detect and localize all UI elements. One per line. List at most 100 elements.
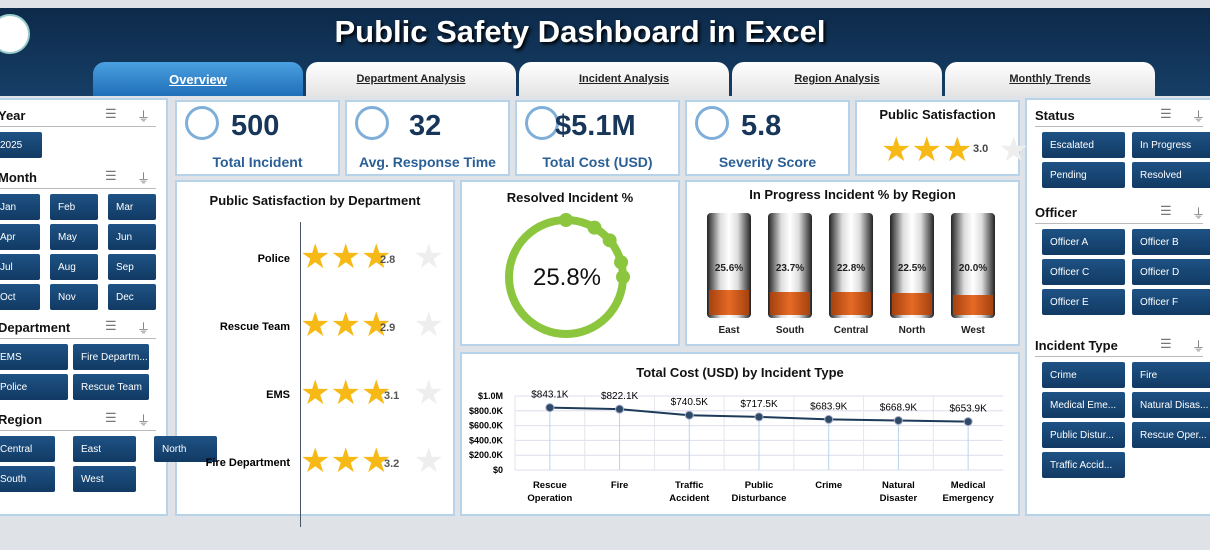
data-point bbox=[893, 416, 903, 426]
tab-overview[interactable]: Overview bbox=[93, 62, 303, 96]
x-tick-label: Rescue Operation bbox=[527, 480, 572, 504]
slicer-item-month[interactable]: Apr bbox=[0, 224, 40, 250]
page-title: Public Safety Dashboard in Excel bbox=[334, 14, 826, 49]
category-label: Rescue Team bbox=[219, 321, 290, 333]
slicer-item-incident_type[interactable]: Crime bbox=[1042, 362, 1125, 388]
slicer-item-month[interactable]: Mar bbox=[108, 194, 156, 220]
progress-marker bbox=[602, 233, 617, 248]
slicer-title-year: Year bbox=[0, 108, 26, 123]
data-label: 3.2 bbox=[384, 458, 400, 470]
kpi-value: 32 bbox=[409, 110, 442, 142]
tab-monthly-trends[interactable]: Monthly Trends bbox=[945, 62, 1155, 96]
data-label: $843.1K bbox=[531, 390, 569, 401]
data-point bbox=[545, 403, 555, 413]
slicer-item-officer[interactable]: Officer B bbox=[1132, 229, 1210, 255]
divider bbox=[0, 430, 156, 431]
slicer-item-month[interactable]: Sep bbox=[108, 254, 156, 280]
clear-filter-icon[interactable]: ⏚ bbox=[137, 321, 151, 336]
slicer-item-incident_type[interactable]: Public Distur... bbox=[1042, 422, 1125, 448]
slicer-item-department[interactable]: Fire Departm... bbox=[73, 344, 149, 370]
slicer-item-incident_type[interactable]: Rescue Oper... bbox=[1132, 422, 1210, 448]
slicer-title-status: Status bbox=[1035, 108, 1075, 123]
bar-container bbox=[890, 213, 934, 318]
kpi-value: 500 bbox=[231, 110, 280, 142]
data-label: 25.6% bbox=[714, 263, 744, 274]
slicer-item-incident_type[interactable]: Traffic Accid... bbox=[1042, 452, 1125, 478]
slicer-item-month[interactable]: Jan bbox=[0, 194, 40, 220]
slicer-item-month[interactable]: Feb bbox=[50, 194, 98, 220]
slicer-item-incident_type[interactable]: Fire bbox=[1132, 362, 1210, 388]
slicer-item-status[interactable]: In Progress bbox=[1132, 132, 1210, 158]
divider bbox=[1035, 126, 1203, 127]
slicer-item-month[interactable]: Oct bbox=[0, 284, 40, 310]
kpi-value: 5.8 bbox=[741, 110, 782, 142]
slicer-item-department[interactable]: Rescue Team bbox=[73, 374, 149, 400]
slicer-title-officer: Officer bbox=[1035, 205, 1077, 220]
multi-select-icon[interactable]: ☰ bbox=[1160, 336, 1172, 351]
bar-container bbox=[829, 213, 873, 318]
slicer-item-region[interactable]: East bbox=[73, 436, 136, 462]
bar-container bbox=[768, 213, 812, 318]
y-tick-label: $800.0K bbox=[469, 406, 504, 416]
rating-bar: ★★★ ★ bbox=[300, 442, 444, 480]
data-label: 2.9 bbox=[380, 322, 396, 334]
slicer-item-year[interactable]: 2025 bbox=[0, 132, 42, 158]
data-label: $668.9K bbox=[880, 403, 918, 414]
slicer-item-officer[interactable]: Officer F bbox=[1132, 289, 1210, 315]
clear-filter-icon[interactable]: ⏚ bbox=[1192, 109, 1206, 124]
multi-select-icon[interactable]: ☰ bbox=[105, 410, 117, 425]
multi-select-icon[interactable]: ☰ bbox=[1160, 106, 1172, 121]
x-tick-label: Traffic Accident bbox=[669, 480, 710, 504]
slicer-item-status[interactable]: Resolved bbox=[1132, 162, 1210, 188]
slicer-item-officer[interactable]: Officer C bbox=[1042, 259, 1125, 285]
slicer-item-department[interactable]: Police bbox=[0, 374, 68, 400]
x-tick-label: Crime bbox=[815, 480, 842, 491]
slicer-item-month[interactable]: Nov bbox=[50, 284, 98, 310]
gauge-icon bbox=[695, 106, 729, 140]
category-label: EMS bbox=[266, 389, 290, 401]
bar-container bbox=[951, 213, 995, 318]
clear-filter-icon[interactable]: ⏚ bbox=[1192, 339, 1206, 354]
clear-filter-icon[interactable]: ⏚ bbox=[137, 413, 151, 428]
slicer-item-region[interactable]: North bbox=[154, 436, 217, 462]
slicer-item-month[interactable]: May bbox=[50, 224, 98, 250]
data-point bbox=[963, 417, 973, 427]
slicer-item-incident_type[interactable]: Natural Disas... bbox=[1132, 392, 1210, 418]
x-tick-label: Natural Disaster bbox=[880, 480, 918, 504]
multi-select-icon[interactable]: ☰ bbox=[1160, 203, 1172, 218]
slicer-item-region[interactable]: Central bbox=[0, 436, 55, 462]
category-label: Central bbox=[833, 325, 869, 336]
slicer-item-region[interactable]: South bbox=[0, 466, 55, 492]
tab-region-analysis[interactable]: Region Analysis bbox=[732, 62, 942, 96]
slicer-item-incident_type[interactable]: Medical Eme... bbox=[1042, 392, 1125, 418]
tab-incident-analysis[interactable]: Incident Analysis bbox=[519, 62, 729, 96]
slicer-item-month[interactable]: Jun bbox=[108, 224, 156, 250]
slicer-item-month[interactable]: Aug bbox=[50, 254, 98, 280]
clear-filter-icon[interactable]: ⏚ bbox=[1192, 206, 1206, 221]
slicer-item-officer[interactable]: Officer E bbox=[1042, 289, 1125, 315]
slicer-item-department[interactable]: EMS bbox=[0, 344, 68, 370]
slicer-item-month[interactable]: Dec bbox=[108, 284, 156, 310]
slicer-item-month[interactable]: Jul bbox=[0, 254, 40, 280]
slicer-item-officer[interactable]: Officer A bbox=[1042, 229, 1125, 255]
y-tick-label: $400.0K bbox=[469, 435, 504, 445]
kpi-card: 5.8 Severity Score bbox=[685, 100, 850, 176]
slicer-item-status[interactable]: Escalated bbox=[1042, 132, 1125, 158]
star-rating: ★★★ 3.0 ★ bbox=[881, 131, 1029, 169]
stopwatch-icon bbox=[355, 106, 389, 140]
slicer-item-officer[interactable]: Officer D bbox=[1132, 259, 1210, 285]
chart-title: Resolved Incident % bbox=[506, 190, 634, 205]
multi-select-icon[interactable]: ☰ bbox=[105, 318, 117, 333]
slicer-item-region[interactable]: West bbox=[73, 466, 136, 492]
slicer-item-status[interactable]: Pending bbox=[1042, 162, 1125, 188]
multi-select-icon[interactable]: ☰ bbox=[105, 168, 117, 183]
slicer-title-department: Department bbox=[0, 320, 71, 335]
multi-select-icon[interactable]: ☰ bbox=[105, 106, 117, 121]
kpi-label: Public Satisfaction bbox=[879, 107, 996, 122]
tab-department-analysis[interactable]: Department Analysis bbox=[306, 62, 516, 96]
data-label: 3.1 bbox=[384, 390, 400, 402]
clear-filter-icon[interactable]: ⏚ bbox=[137, 109, 151, 124]
clear-filter-icon[interactable]: ⏚ bbox=[137, 171, 151, 186]
satisfaction-by-department-chart: Public Satisfaction by Department bbox=[175, 180, 455, 527]
x-tick-label: Fire bbox=[611, 480, 628, 491]
